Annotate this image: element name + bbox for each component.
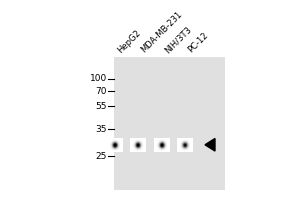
Text: 55: 55 [95, 102, 107, 111]
Text: 25: 25 [96, 152, 107, 161]
Text: HepG2: HepG2 [116, 28, 143, 55]
Text: 35: 35 [95, 125, 107, 134]
Bar [114, 57, 225, 190]
Text: 100: 100 [90, 74, 107, 83]
Text: MDA-MB-231: MDA-MB-231 [139, 10, 184, 55]
Text: NIH/3T3: NIH/3T3 [163, 24, 193, 55]
Text: 70: 70 [95, 87, 107, 96]
Text: PC-12: PC-12 [186, 31, 210, 55]
Polygon shape [205, 138, 215, 151]
